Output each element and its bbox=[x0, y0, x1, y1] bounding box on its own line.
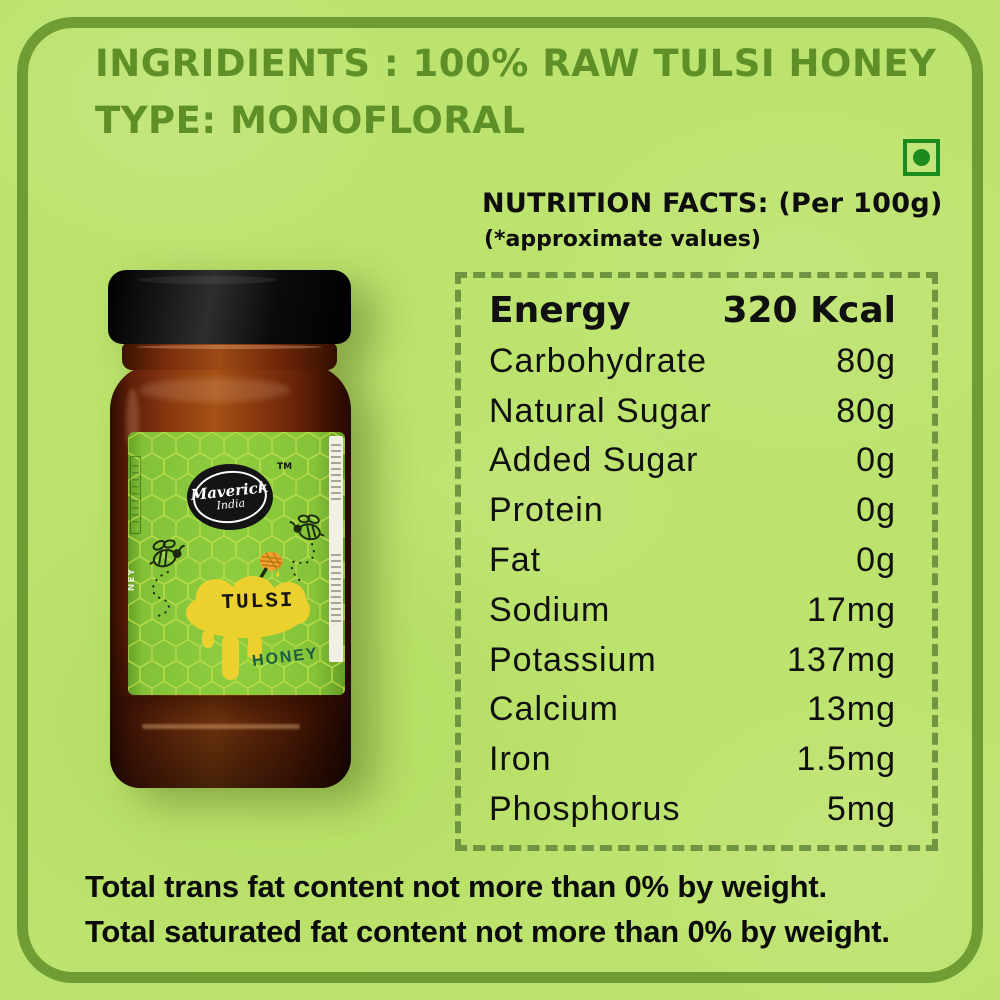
table-row: Fat 0g bbox=[489, 541, 896, 580]
nutrient-value: 13mg bbox=[806, 690, 896, 729]
bee-flight-trail bbox=[290, 543, 315, 583]
nutrient-value: 320 Kcal bbox=[722, 290, 896, 331]
header: INGRIDIENTS : 100% RAW TULSI HONEY TYPE:… bbox=[95, 42, 936, 142]
nutrient-label: Energy bbox=[489, 290, 631, 331]
ingredients-line: INGRIDIENTS : 100% RAW TULSI HONEY bbox=[95, 42, 937, 85]
jar-neck bbox=[122, 343, 337, 370]
nutrient-label: Iron bbox=[489, 740, 552, 779]
jar-foot-recess bbox=[110, 696, 351, 720]
trademark-symbol: TM bbox=[277, 462, 293, 472]
bee-icon bbox=[149, 539, 185, 568]
nutrient-value: 17mg bbox=[806, 590, 896, 629]
saturated-fat-line: Total saturated fat content not more tha… bbox=[85, 914, 890, 949]
nutrient-value: 0g bbox=[856, 441, 896, 480]
brand-logo: Maverick India bbox=[187, 464, 273, 530]
honey-jar: NEY Maverick India TM bbox=[106, 270, 356, 788]
table-row: Potassium 137mg bbox=[489, 641, 896, 680]
nutrient-label: Added Sugar bbox=[489, 441, 699, 480]
honey-drip-shape bbox=[186, 576, 310, 680]
nutrient-value: 1.5mg bbox=[796, 740, 896, 779]
nutrient-value: 80g bbox=[836, 341, 896, 380]
table-row: Protein 0g bbox=[489, 491, 896, 530]
table-row: Calcium 13mg bbox=[489, 690, 896, 729]
label-side-panel-right bbox=[329, 436, 343, 662]
nutrient-label: Phosphorus bbox=[489, 789, 681, 828]
brand-logo-ring: Maverick India bbox=[190, 467, 270, 527]
nutrient-value: 137mg bbox=[787, 640, 896, 679]
table-row: Energy 320 Kcal bbox=[489, 290, 896, 331]
table-row: Carbohydrate 80g bbox=[489, 342, 896, 381]
table-row: Iron 1.5mg bbox=[489, 740, 896, 779]
table-row: Added Sugar 0g bbox=[489, 441, 896, 480]
type-line: TYPE: MONOFLORAL bbox=[95, 99, 526, 142]
product-name: TULSI bbox=[221, 589, 295, 616]
nutrient-value: 80g bbox=[836, 391, 896, 430]
vegetarian-mark-icon bbox=[903, 139, 940, 176]
brand-country: India bbox=[215, 496, 246, 513]
table-row: Phosphorus 5mg bbox=[489, 790, 896, 829]
jar-cap bbox=[108, 270, 351, 344]
nutrient-label: Fat bbox=[489, 540, 542, 579]
bee-flight-trail bbox=[152, 571, 170, 617]
nutrient-label: Natural Sugar bbox=[489, 391, 712, 430]
nutrition-subtitle: (*approximate values) bbox=[484, 227, 761, 252]
label-side-panel-left bbox=[130, 456, 141, 534]
footer-disclaimer: Total trans fat content not more than 0%… bbox=[85, 864, 890, 954]
page-border bbox=[17, 17, 983, 983]
nutrient-label: Calcium bbox=[489, 690, 619, 729]
nutrient-value: 5mg bbox=[826, 789, 896, 828]
nutrient-label: Protein bbox=[489, 491, 604, 530]
nutrient-value: 0g bbox=[856, 491, 896, 530]
nutrient-label: Sodium bbox=[489, 590, 611, 629]
trans-fat-line: Total trans fat content not more than 0%… bbox=[85, 869, 827, 904]
nutrition-title: NUTRITION FACTS: (Per 100g) bbox=[482, 188, 943, 219]
vegetarian-dot bbox=[913, 149, 930, 166]
bee-icon bbox=[289, 514, 325, 541]
table-row: Natural Sugar 80g bbox=[489, 392, 896, 431]
nutrient-value: 0g bbox=[856, 540, 896, 579]
jar-foot-highlight bbox=[142, 724, 300, 729]
nutrition-table: Energy 320 Kcal Carbohydrate 80g Natural S… bbox=[455, 272, 938, 851]
label-side-text-fragment: NEY bbox=[128, 568, 137, 592]
nutrient-label: Potassium bbox=[489, 640, 657, 679]
table-row: Sodium 17mg bbox=[489, 591, 896, 630]
nutrient-label: Carbohydrate bbox=[489, 341, 708, 380]
jar-label: NEY Maverick India TM bbox=[128, 432, 345, 695]
